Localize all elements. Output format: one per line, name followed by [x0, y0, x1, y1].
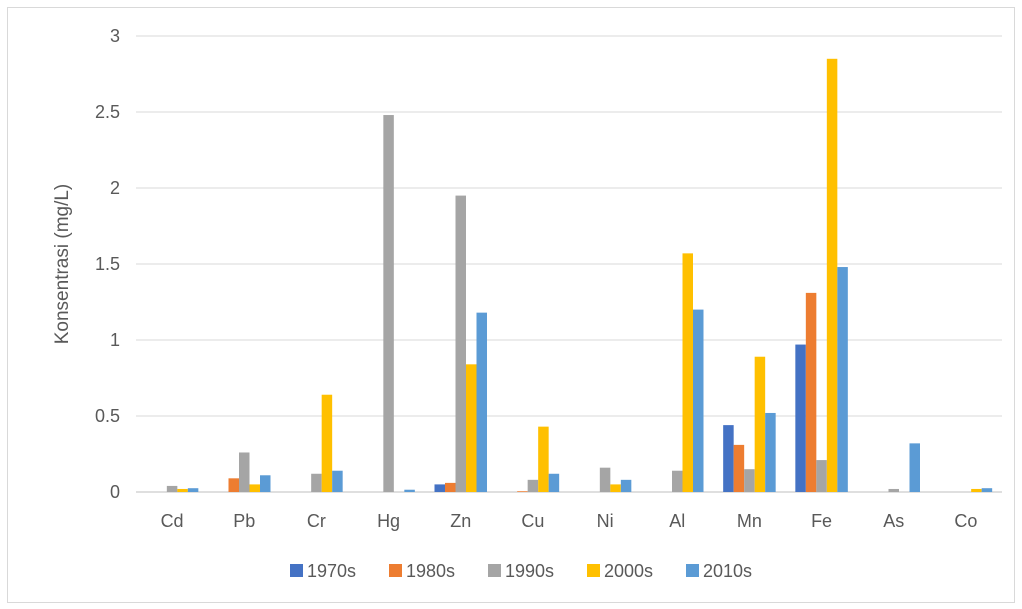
x-tick-label: Mn — [737, 511, 762, 531]
x-tick-label: Zn — [450, 511, 471, 531]
x-axis-ticks: Cd Pb Cr Hg Zn Cu Ni Al Mn Fe As Co — [161, 511, 978, 531]
bar-fe-1980s — [805, 292, 817, 492]
y-axis-ticks: 0 0.5 1 1.5 2 2.5 3 — [95, 26, 120, 502]
y-tick-label: 2 — [110, 178, 120, 198]
bar-fe-1970s — [795, 344, 806, 492]
x-tick-label: Ni — [597, 511, 614, 531]
legend-swatch — [290, 564, 303, 577]
y-tick-label: 2.5 — [95, 102, 120, 122]
x-tick-label: Al — [669, 511, 685, 531]
bar-cr-2010s — [332, 470, 343, 492]
bar-cu-2010s — [548, 473, 560, 492]
x-tick-label: Cu — [521, 511, 544, 531]
legend-swatch — [389, 564, 402, 577]
legend-label: 2000s — [604, 561, 653, 581]
bar-fe-2010s — [837, 267, 848, 492]
bar-al-1990s — [672, 470, 683, 492]
bar-cr-2000s — [321, 394, 333, 492]
y-tick-label: 1 — [110, 330, 120, 350]
x-tick-label: Fe — [811, 511, 832, 531]
bar-pb-1980s — [228, 478, 239, 492]
legend-label: 2010s — [703, 561, 752, 581]
bar-cr-1990s — [311, 473, 322, 492]
legend-swatch — [587, 564, 600, 577]
bar-cd-2010s — [187, 488, 199, 492]
bar-zn-1990s — [455, 195, 466, 492]
bar-pb-2010s — [260, 475, 271, 492]
bar-hg-2010s — [404, 489, 415, 492]
bar-cd-1990s — [166, 485, 178, 492]
bar-pb-2000s — [249, 484, 260, 492]
chart-frame — [7, 7, 1015, 603]
bar-mn-1980s — [733, 444, 745, 492]
bar-zn-1970s — [434, 484, 445, 492]
bar-mn-2000s — [754, 356, 766, 492]
legend-label: 1980s — [406, 561, 455, 581]
bar-fe-1990s — [816, 460, 827, 492]
y-tick-label: 1.5 — [95, 254, 120, 274]
bar-al-2000s — [682, 253, 693, 492]
y-tick-label: 3 — [110, 26, 120, 46]
legend-label: 1990s — [505, 561, 554, 581]
bar-as-1990s — [888, 488, 899, 492]
bar-as-2010s — [909, 443, 920, 492]
bar-zn-2010s — [476, 312, 487, 492]
bar-zn-1980s — [445, 482, 456, 492]
bar-ni-2010s — [620, 479, 632, 492]
x-tick-label: As — [883, 511, 904, 531]
bar-ni-2000s — [610, 484, 621, 492]
legend-swatch — [686, 564, 699, 577]
bar-cu-1990s — [527, 479, 539, 492]
bar-hg-1990s — [383, 115, 394, 492]
bar-zn-2000s — [466, 364, 477, 492]
bar-cd-2000s — [177, 488, 188, 492]
x-tick-label: Co — [954, 511, 977, 531]
y-tick-label: 0 — [110, 482, 120, 502]
legend-label: 1970s — [307, 561, 356, 581]
y-tick-label: 0.5 — [95, 406, 120, 426]
bar-fe-2000s — [826, 58, 838, 493]
bar-mn-1990s — [744, 469, 755, 492]
bar-ni-1990s — [599, 467, 611, 492]
x-tick-label: Pb — [233, 511, 255, 531]
bar-mn-1970s — [723, 425, 734, 492]
bar-pb-1990s — [239, 452, 250, 492]
x-tick-label: Cd — [161, 511, 184, 531]
bars — [166, 58, 993, 493]
bar-cu-2000s — [538, 426, 549, 492]
bar-mn-2010s — [765, 412, 776, 492]
y-axis-title: Konsentrasi (mg/L) — [52, 184, 73, 345]
gridlines — [136, 35, 1002, 493]
bar-cu-1980s — [517, 491, 528, 492]
bar-co-2000s — [971, 488, 982, 492]
legend-swatch — [488, 564, 501, 577]
legend: 1970s 1980s 1990s 2000s 2010s — [290, 561, 752, 581]
x-tick-label: Cr — [307, 511, 326, 531]
x-tick-label: Hg — [377, 511, 400, 531]
bar-co-2010s — [981, 488, 993, 492]
bar-al-2010s — [693, 309, 704, 492]
